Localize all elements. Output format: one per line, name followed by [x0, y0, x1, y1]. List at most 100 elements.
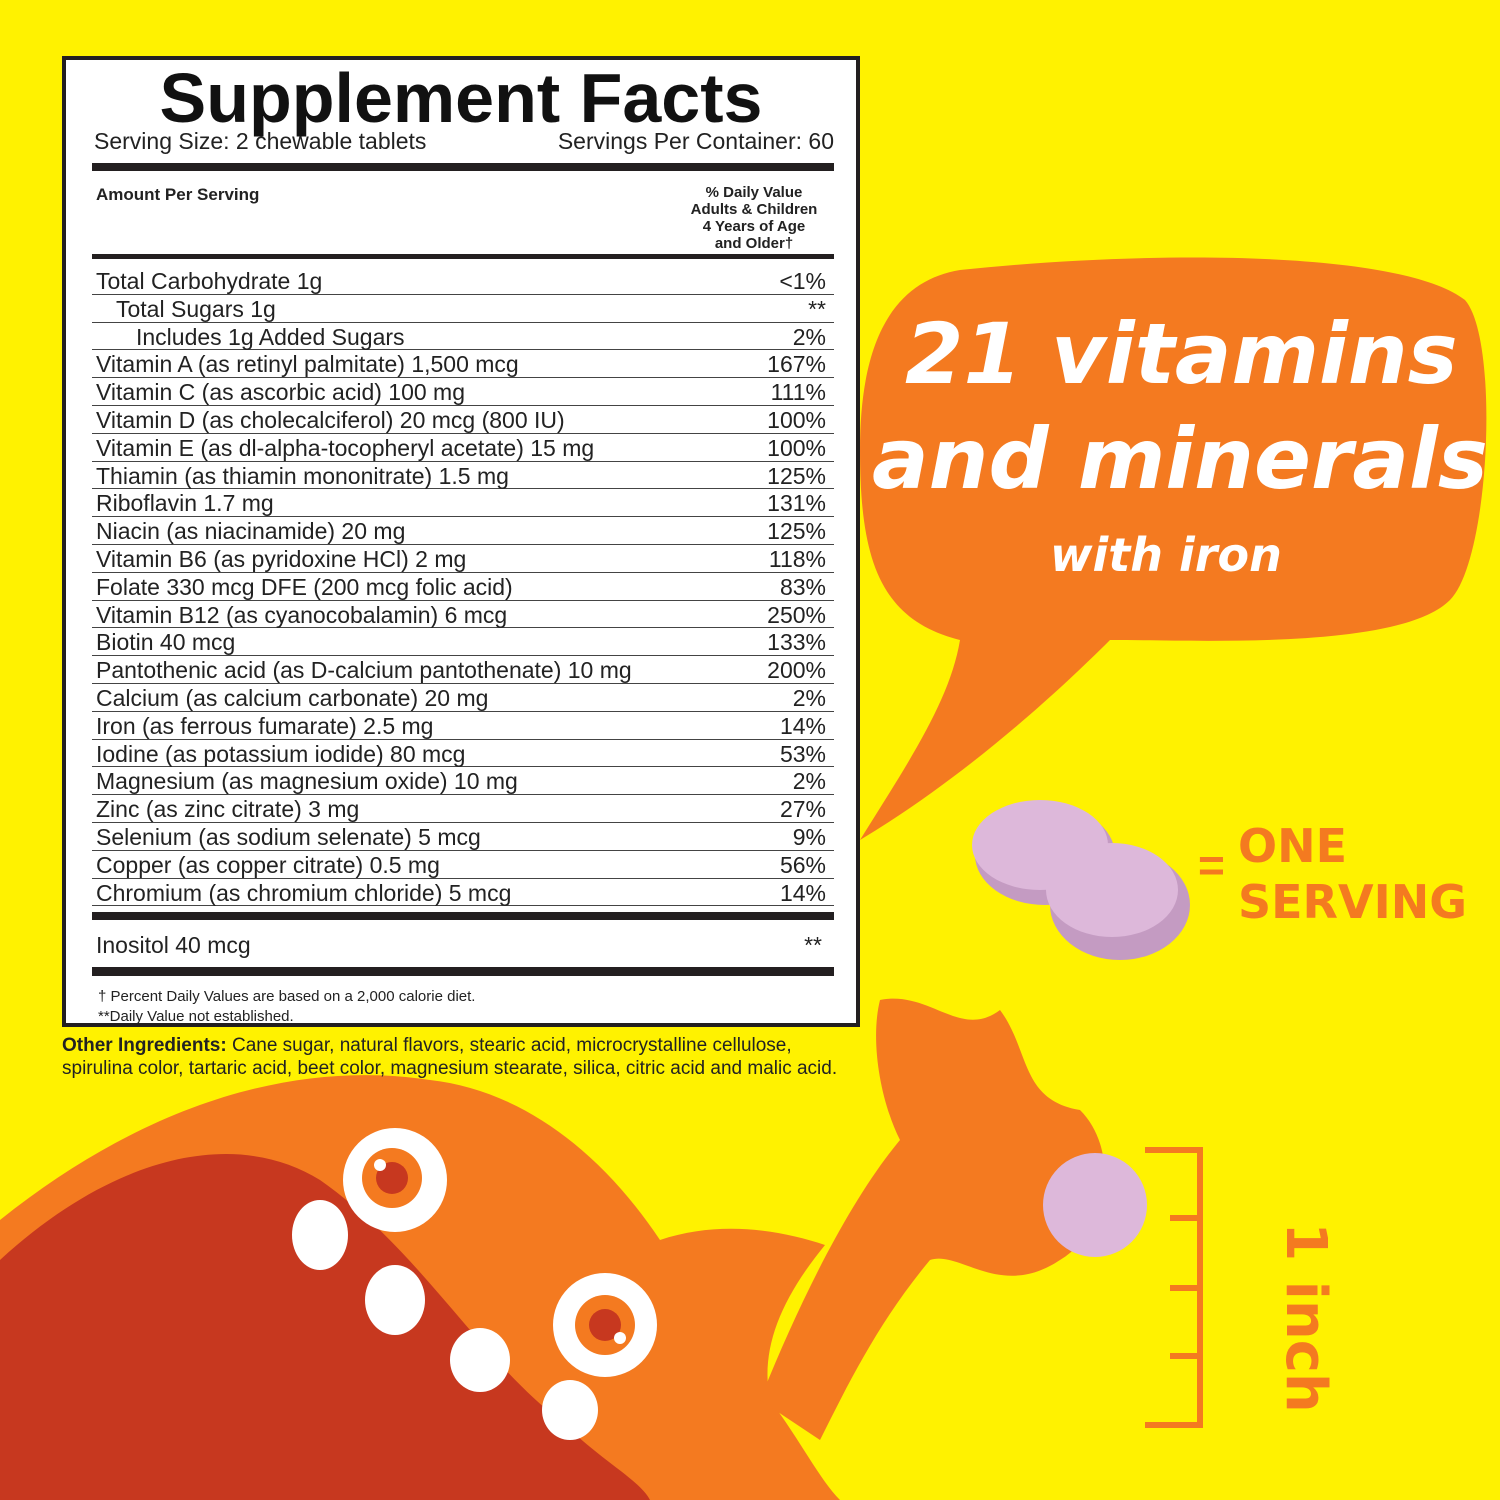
nutrient-name: Vitamin A (as retinyl palmitate) 1,500 m… [96, 351, 519, 378]
nutrient-name: Includes 1g Added Sugars [136, 323, 405, 350]
nutrient-name: Niacin (as niacinamide) 20 mg [96, 518, 406, 545]
nutrient-name: Calcium (as calcium carbonate) 20 mg [96, 684, 489, 711]
nutrient-daily-value: 131% [767, 490, 826, 517]
divider [92, 912, 834, 920]
nutrient-name: Selenium (as sodium selenate) 5 mcg [96, 823, 481, 850]
inositol-dv: ** [804, 932, 822, 958]
nutrient-row: Riboflavin 1.7 mg 131% [92, 489, 834, 518]
nutrient-name: Pantothenic acid (as D-calcium pantothen… [96, 657, 632, 684]
nutrient-row: Vitamin B6 (as pyridoxine HCl) 2 mg 118% [92, 545, 834, 573]
bubble-line-3: with iron [1050, 528, 1282, 582]
equals-sign: = [1198, 839, 1225, 891]
dv-header-line: % Daily Value [705, 184, 803, 201]
nutrient-name: Vitamin B6 (as pyridoxine HCl) 2 mg [96, 545, 467, 572]
speech-bubble [860, 257, 1487, 840]
dv-header-line: and Older† [714, 235, 794, 252]
nutrient-row: Vitamin B12 (as cyanocobalamin) 6 mcg 250… [92, 601, 834, 629]
nutrient-name: Iron (as ferrous fumarate) 2.5 mg [96, 712, 434, 739]
nutrient-row: Vitamin A (as retinyl palmitate) 1,500 m… [92, 350, 834, 379]
nutrient-row: Includes 1g Added Sugars 2% [92, 323, 834, 351]
nutrient-row: Vitamin D (as cholecalciferol) 20 mcg (8… [92, 406, 834, 434]
nutrient-row: Thiamin (as thiamin mononitrate) 1.5 mg 1… [92, 462, 834, 490]
tablet-held-icon [1043, 1153, 1147, 1257]
nutrient-name: Vitamin B12 (as cyanocobalamin) 6 mcg [96, 601, 508, 628]
nutrient-row: Copper (as copper citrate) 0.5 mg 56% [92, 851, 834, 879]
nutrient-daily-value: 200% [767, 657, 826, 684]
other-ingredients-label: Other Ingredients: [62, 1035, 227, 1056]
monster-illustration [0, 998, 1105, 1500]
nutrient-row: Iron (as ferrous fumarate) 2.5 mg 14% [92, 712, 834, 740]
bubble-line-1: 21 vitamins [905, 305, 1458, 403]
nutrient-row: Zinc (as zinc citrate) 3 mg 27% [92, 795, 834, 823]
nutrient-row: Chromium (as chromium chloride) 5 mcg 14% [92, 879, 834, 907]
nutrient-daily-value: 56% [779, 851, 826, 878]
nutrient-daily-value: 100% [767, 434, 826, 461]
nutrient-daily-value: 125% [767, 462, 826, 489]
footnote-not-established: **Daily Value not established. [98, 1008, 294, 1025]
amount-per-serving-header: Amount Per Serving [96, 185, 260, 204]
nutrient-name: Total Carbohydrate 1g [96, 268, 323, 294]
nutrient-row: Vitamin C (as ascorbic acid) 100 mg 111% [92, 378, 834, 406]
nutrient-daily-value: 100% [767, 406, 826, 433]
nutrient-name: Vitamin D (as cholecalciferol) 20 mcg (8… [96, 406, 565, 433]
panel-title: Supplement Facts [159, 59, 763, 137]
nutrient-table: Total Carbohydrate 1g <1% Total Sugars 1g *… [92, 267, 834, 907]
serving-line: ONE [1238, 819, 1348, 873]
bubble-line-2: and minerals [872, 410, 1488, 508]
nutrient-name: Thiamin (as thiamin mononitrate) 1.5 mg [96, 462, 509, 489]
dv-header-line: 4 Years of Age [702, 218, 806, 235]
inositol-name: Inositol 40 mcg [96, 932, 251, 958]
nutrient-daily-value: 2% [792, 684, 826, 711]
nutrient-name: Vitamin E (as dl-alpha-tocopheryl acetat… [96, 434, 595, 461]
nutrient-row: Selenium (as sodium selenate) 5 mcg 9% [92, 823, 834, 851]
tablets-icon [972, 800, 1190, 960]
divider [92, 967, 834, 976]
nutrient-row: Calcium (as calcium carbonate) 20 mg 2% [92, 684, 834, 712]
nutrient-daily-value: 167% [767, 351, 826, 378]
nutrient-daily-value: ** [808, 295, 826, 322]
divider [92, 254, 834, 259]
nutrient-row: Vitamin E (as dl-alpha-tocopheryl acetat… [92, 434, 834, 462]
one-serving-callout: ONE SERVING [1238, 818, 1467, 930]
nutrient-name: Folate 330 mcg DFE (200 mcg folic acid) [96, 573, 513, 600]
nutrient-row: Biotin 40 mcg 133% [92, 628, 834, 657]
nutrient-daily-value: 53% [779, 740, 826, 767]
nutrient-name: Riboflavin 1.7 mg [96, 490, 274, 517]
nutrient-row: Total Sugars 1g ** [92, 295, 834, 323]
daily-value-header: % Daily Value Adults & Children 4 Years … [674, 184, 834, 252]
ruler-icon [1145, 1147, 1203, 1428]
footnote-daily-values: † Percent Daily Values are based on a 2,… [98, 988, 476, 1005]
nutrient-daily-value: <1% [779, 268, 826, 294]
nutrient-daily-value: 2% [792, 323, 826, 350]
nutrient-daily-value: 111% [770, 379, 826, 406]
nutrient-name: Vitamin C (as ascorbic acid) 100 mg [96, 379, 465, 406]
nutrient-row: Niacin (as niacinamide) 20 mg 125% [92, 517, 834, 545]
nutrient-daily-value: 2% [792, 768, 826, 795]
nutrient-daily-value: 125% [767, 518, 826, 545]
nutrient-daily-value: 83% [779, 573, 826, 600]
nutrient-daily-value: 27% [779, 796, 826, 823]
nutrient-row: Pantothenic acid (as D-calcium pantothen… [92, 656, 834, 684]
nutrient-daily-value: 133% [767, 629, 826, 656]
nutrient-name: Zinc (as zinc citrate) 3 mg [96, 796, 360, 823]
nutrient-row: Folate 330 mcg DFE (200 mcg folic acid) 8… [92, 573, 834, 601]
supplement-facts-panel: Supplement Facts Serving Size: 2 chewabl… [62, 56, 860, 1027]
other-ingredients-text: Cane sugar, natural flavors, stearic aci… [62, 1035, 838, 1079]
other-ingredients: Other Ingredients: Cane sugar, natural f… [62, 1034, 862, 1080]
nutrient-row: Magnesium (as magnesium oxide) 10 mg 2% [92, 767, 834, 796]
nutrient-daily-value: 9% [792, 823, 826, 850]
nutrient-name: Chromium (as chromium chloride) 5 mcg [96, 879, 512, 906]
nutrient-daily-value: 14% [779, 712, 826, 739]
servings-per-container: Servings Per Container: 60 [557, 128, 834, 154]
nutrient-daily-value: 250% [767, 601, 826, 628]
nutrient-daily-value: 118% [768, 545, 826, 572]
ruler-label: 1 inch [1272, 1222, 1338, 1413]
nutrient-name: Magnesium (as magnesium oxide) 10 mg [96, 768, 518, 795]
dv-header-line: Adults & Children [690, 201, 818, 218]
nutrient-name: Iodine (as potassium iodide) 80 mcg [96, 740, 466, 767]
serving-size: Serving Size: 2 chewable tablets [94, 128, 427, 154]
nutrient-name: Biotin 40 mcg [96, 629, 236, 656]
serving-line: SERVING [1238, 875, 1467, 929]
nutrient-name: Total Sugars 1g [116, 295, 276, 322]
